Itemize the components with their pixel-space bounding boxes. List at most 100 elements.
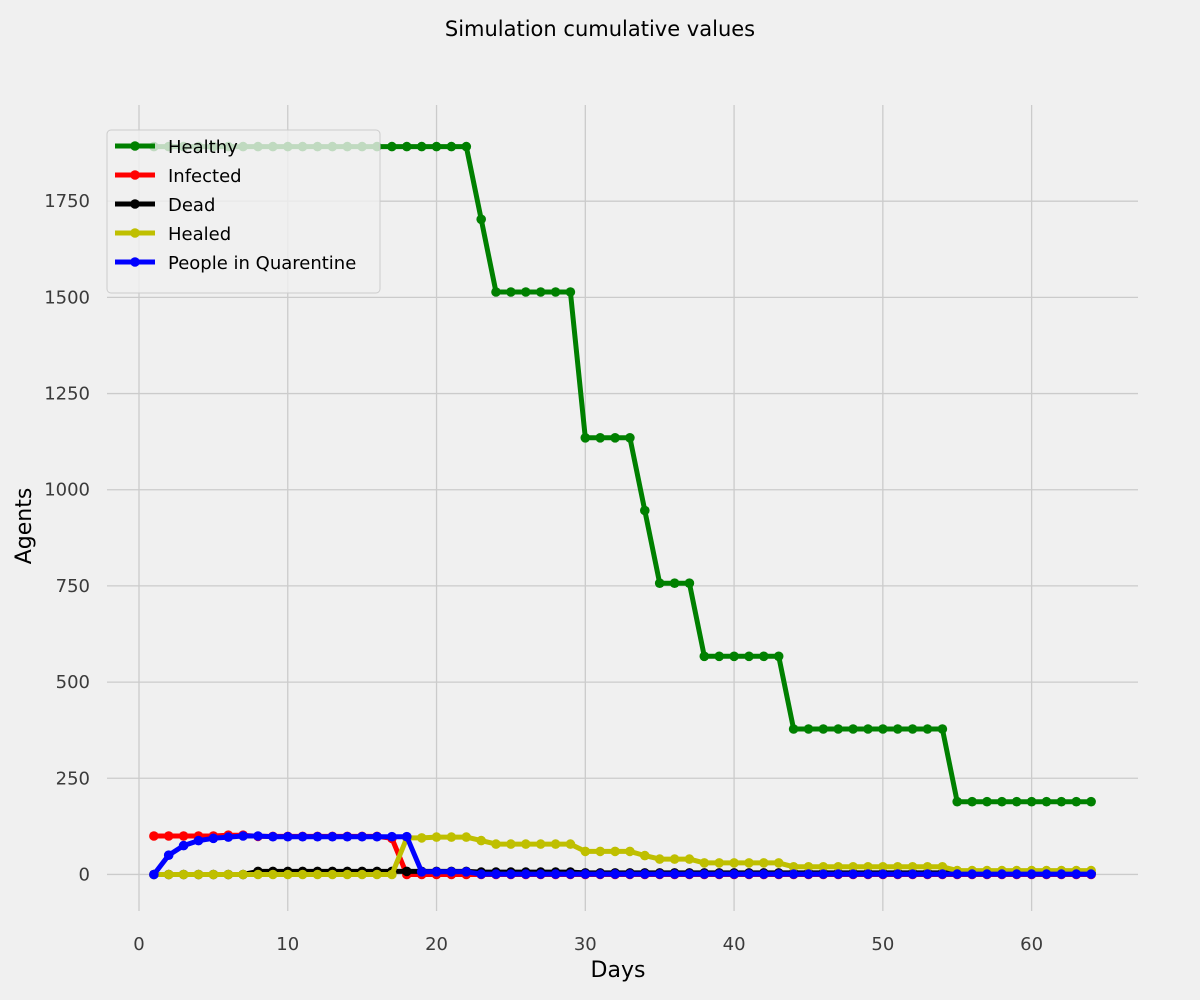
data-point-healthy: [550, 287, 561, 297]
data-point-healthy: [416, 141, 427, 152]
data-point-healed: [253, 869, 263, 880]
data-point-healed: [461, 832, 472, 842]
data-point-healed: [223, 869, 234, 880]
data-point-healthy: [654, 578, 665, 588]
data-point-healed: [521, 839, 531, 849]
data-point-people-in-quarentine: [848, 869, 858, 879]
data-point-people-in-quarentine: [982, 869, 992, 879]
x-axis-ticks: 0 10 20 30 40 50 60: [133, 934, 1043, 955]
data-point-healed: [506, 839, 516, 849]
data-point-healed: [699, 858, 710, 868]
legend-label-infected: Infected: [168, 166, 242, 187]
data-point-healed: [327, 869, 338, 880]
data-point-people-in-quarentine: [759, 869, 769, 879]
data-point-healthy: [788, 724, 799, 734]
data-point-people-in-quarentine: [699, 869, 710, 879]
data-point-healed: [714, 858, 724, 868]
data-point-people-in-quarentine: [863, 869, 873, 879]
data-point-healed: [922, 862, 933, 872]
data-point-healthy: [773, 651, 784, 662]
data-point-dead: [402, 866, 412, 877]
data-point-healed: [416, 833, 427, 843]
data-point-people-in-quarentine: [1071, 869, 1082, 879]
data-point-healthy: [1056, 796, 1067, 807]
data-point-healthy: [506, 287, 516, 297]
data-point-healthy: [907, 724, 918, 734]
data-point-healed: [550, 839, 561, 849]
data-point-healthy: [461, 141, 472, 152]
data-point-healthy: [431, 141, 442, 152]
data-point-people-in-quarentine: [506, 869, 516, 879]
data-point-healed: [446, 832, 457, 842]
data-point-healed: [892, 862, 903, 872]
data-point-people-in-quarentine: [446, 867, 457, 877]
data-point-healthy: [952, 796, 962, 807]
data-point-healthy: [491, 287, 501, 297]
data-point-healthy: [625, 433, 635, 443]
legend-swatch-marker-dead: [130, 199, 140, 209]
data-point-people-in-quarentine: [387, 831, 397, 842]
legend-label-people-in-quarentine: People in Quarentine: [168, 253, 356, 274]
data-point-healthy: [967, 796, 977, 807]
data-point-people-in-quarentine: [967, 869, 977, 879]
data-point-people-in-quarentine: [997, 869, 1007, 879]
data-point-healed: [818, 862, 829, 872]
data-point-healthy: [1026, 796, 1037, 807]
data-point-healed: [178, 869, 189, 880]
data-point-healed: [729, 858, 739, 868]
data-point-healed: [684, 854, 695, 864]
series-lines: [149, 141, 1096, 880]
data-point-people-in-quarentine: [625, 869, 635, 879]
series-line-people-in-quarentine: [151, 833, 1092, 877]
data-point-healed: [283, 869, 293, 880]
data-point-healthy: [878, 724, 888, 734]
x-tick-label: 50: [871, 934, 894, 955]
data-point-healthy: [803, 724, 814, 734]
data-point-healed: [625, 846, 635, 857]
data-point-people-in-quarentine: [342, 831, 353, 842]
data-point-people-in-quarentine: [833, 869, 843, 879]
data-point-people-in-quarentine: [714, 869, 724, 879]
data-point-healthy: [1011, 796, 1022, 807]
data-point-healthy: [684, 578, 695, 588]
data-point-healthy: [535, 287, 546, 297]
data-point-people-in-quarentine: [178, 840, 189, 851]
data-point-people-in-quarentine: [922, 869, 933, 879]
data-point-people-in-quarentine: [952, 869, 962, 879]
data-point-people-in-quarentine: [268, 831, 278, 842]
data-point-healed: [773, 858, 784, 868]
data-point-healthy: [446, 141, 457, 152]
data-point-people-in-quarentine: [461, 867, 472, 877]
data-point-healthy: [610, 433, 620, 443]
data-point-healthy: [387, 141, 397, 152]
data-point-people-in-quarentine: [476, 869, 487, 879]
data-point-people-in-quarentine: [431, 867, 442, 877]
y-tick-label: 1500: [44, 287, 90, 308]
x-tick-label: 60: [1020, 934, 1043, 955]
data-point-healthy: [402, 141, 412, 152]
x-axis-label: Days: [591, 958, 646, 983]
data-point-healed: [208, 869, 219, 880]
data-point-healthy: [476, 214, 487, 225]
y-tick-label: 1000: [44, 480, 90, 501]
data-point-healed: [640, 850, 650, 861]
data-point-healed: [476, 835, 487, 846]
data-point-healed: [654, 854, 665, 864]
legend-label-healthy: Healthy: [168, 137, 238, 158]
data-point-healed: [431, 832, 442, 842]
data-point-people-in-quarentine: [580, 869, 591, 879]
data-point-healthy: [744, 651, 754, 662]
data-point-people-in-quarentine: [1011, 869, 1022, 879]
y-tick-label: 250: [56, 768, 90, 789]
legend-swatch-marker-healthy: [130, 141, 140, 151]
data-point-people-in-quarentine: [238, 831, 248, 841]
data-point-healthy: [759, 651, 769, 662]
data-point-people-in-quarentine: [1056, 869, 1067, 879]
data-point-healed: [803, 862, 814, 872]
data-point-people-in-quarentine: [223, 832, 234, 842]
data-point-people-in-quarentine: [402, 831, 412, 842]
data-point-people-in-quarentine: [149, 869, 159, 880]
data-point-people-in-quarentine: [416, 867, 427, 877]
data-point-people-in-quarentine: [684, 869, 695, 879]
